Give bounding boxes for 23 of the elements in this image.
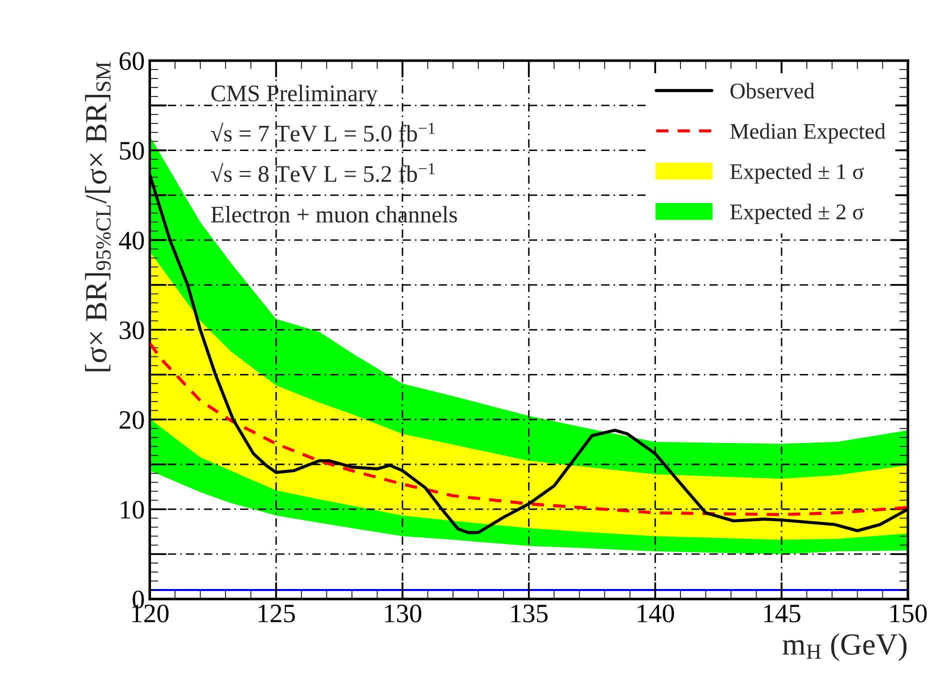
x-tick-label: 125 <box>258 604 295 622</box>
x-tick-label: 130 <box>385 604 422 622</box>
legend-label: Median Expected <box>730 123 886 144</box>
x-axis-title: m$_{H}$ (GeV) <box>782 633 907 662</box>
x-tick-label: 140 <box>638 604 674 622</box>
legend-label: Expected ± 2 σ <box>730 204 864 224</box>
annotation: Electron + muon channels <box>211 206 457 223</box>
x-tick-label: 145 <box>764 604 800 622</box>
annotation: √s = 7 TeV L = 5.0 fb$^{−1}$ <box>211 122 435 142</box>
y-tick-label: 50 <box>120 142 144 160</box>
annotation: √s = 8 TeV L = 5.2 fb$^{−1}$ <box>211 163 435 182</box>
y-axis-title: [σ× BR]$_{95%CL}$/[σ× BR]$_{SM}$ <box>85 62 111 372</box>
x-tick-label: 150 <box>890 604 927 622</box>
x-tick-label: 135 <box>511 604 548 622</box>
legend-label: Expected ± 1 σ <box>730 164 864 184</box>
y-tick-label: 60 <box>120 52 144 70</box>
annotation: CMS Preliminary <box>211 84 378 106</box>
y-tick-label: 40 <box>119 232 144 250</box>
y-tick-label: 10 <box>120 500 144 519</box>
y-tick-label: 20 <box>120 411 144 429</box>
legend-label: Observed <box>730 82 814 99</box>
line-series <box>150 342 908 516</box>
y-tick-label: 30 <box>120 321 144 340</box>
